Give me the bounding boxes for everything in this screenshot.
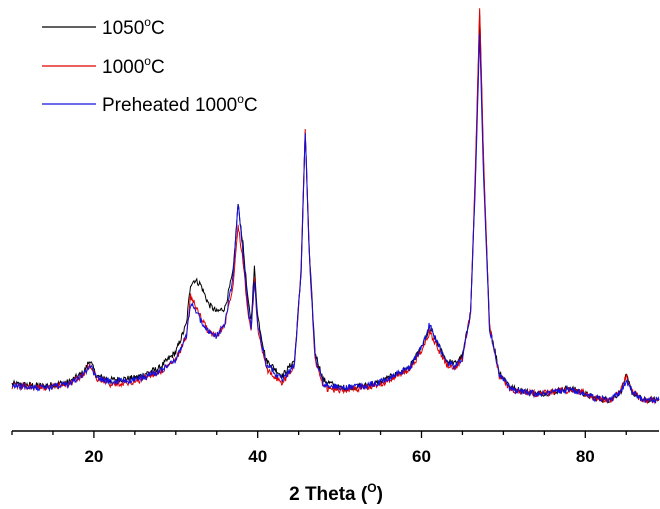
x-tick-label: 20: [84, 447, 103, 466]
x-tick-label: 80: [576, 447, 595, 466]
series-line-2: [11, 34, 660, 404]
series-layer: [11, 8, 660, 405]
x-axis-ticks: 20 40 60 80: [11, 431, 627, 466]
x-tick-label: 60: [412, 447, 431, 466]
x-axis-title: 2 Theta (O): [289, 481, 383, 505]
x-tick-label: 40: [248, 447, 267, 466]
legend-label-2: Preheated 1000oC: [102, 92, 258, 116]
legend-label-0: 1050oC: [102, 15, 165, 39]
legend: 1050oC 1000oC Preheated 1000oC: [42, 15, 258, 116]
legend-label-1: 1000oC: [102, 54, 165, 78]
